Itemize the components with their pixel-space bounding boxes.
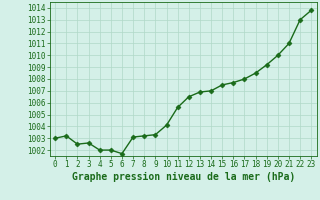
X-axis label: Graphe pression niveau de la mer (hPa): Graphe pression niveau de la mer (hPa) bbox=[72, 172, 295, 182]
